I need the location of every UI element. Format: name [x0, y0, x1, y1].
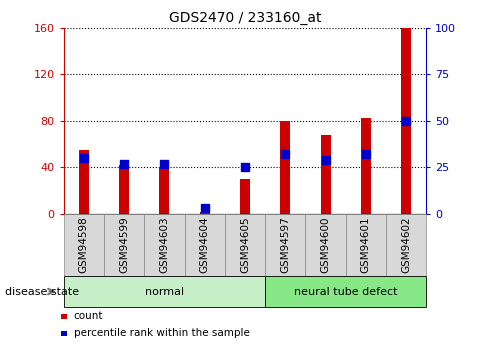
Point: [402, 118, 410, 124]
Text: GSM94602: GSM94602: [401, 217, 411, 273]
Point: [161, 161, 169, 166]
Bar: [200, 211, 210, 214]
Bar: [119, 165, 129, 214]
Point: [281, 151, 289, 157]
Bar: [240, 179, 250, 214]
Point: [201, 206, 209, 211]
Text: GSM94603: GSM94603: [159, 217, 170, 273]
Bar: [320, 135, 331, 214]
Bar: [159, 167, 170, 214]
Text: neural tube defect: neural tube defect: [294, 287, 397, 296]
Point: [80, 155, 88, 161]
Text: GSM94597: GSM94597: [280, 217, 290, 273]
Text: percentile rank within the sample: percentile rank within the sample: [74, 328, 249, 338]
Point: [362, 151, 370, 157]
Text: GSM94599: GSM94599: [119, 217, 129, 273]
Bar: [361, 118, 371, 214]
Point: [120, 161, 128, 166]
Text: GSM94604: GSM94604: [200, 217, 210, 273]
Text: count: count: [74, 311, 103, 321]
Point: [321, 157, 329, 162]
Bar: [79, 150, 89, 214]
Text: GSM94605: GSM94605: [240, 217, 250, 273]
Text: GSM94598: GSM94598: [79, 217, 89, 273]
Text: GSM94600: GSM94600: [320, 217, 331, 273]
Title: GDS2470 / 233160_at: GDS2470 / 233160_at: [169, 11, 321, 25]
Text: GSM94601: GSM94601: [361, 217, 371, 273]
Text: normal: normal: [145, 287, 184, 296]
Text: disease state: disease state: [5, 287, 79, 296]
Point: [241, 165, 249, 170]
Bar: [401, 28, 411, 214]
Bar: [280, 121, 291, 214]
